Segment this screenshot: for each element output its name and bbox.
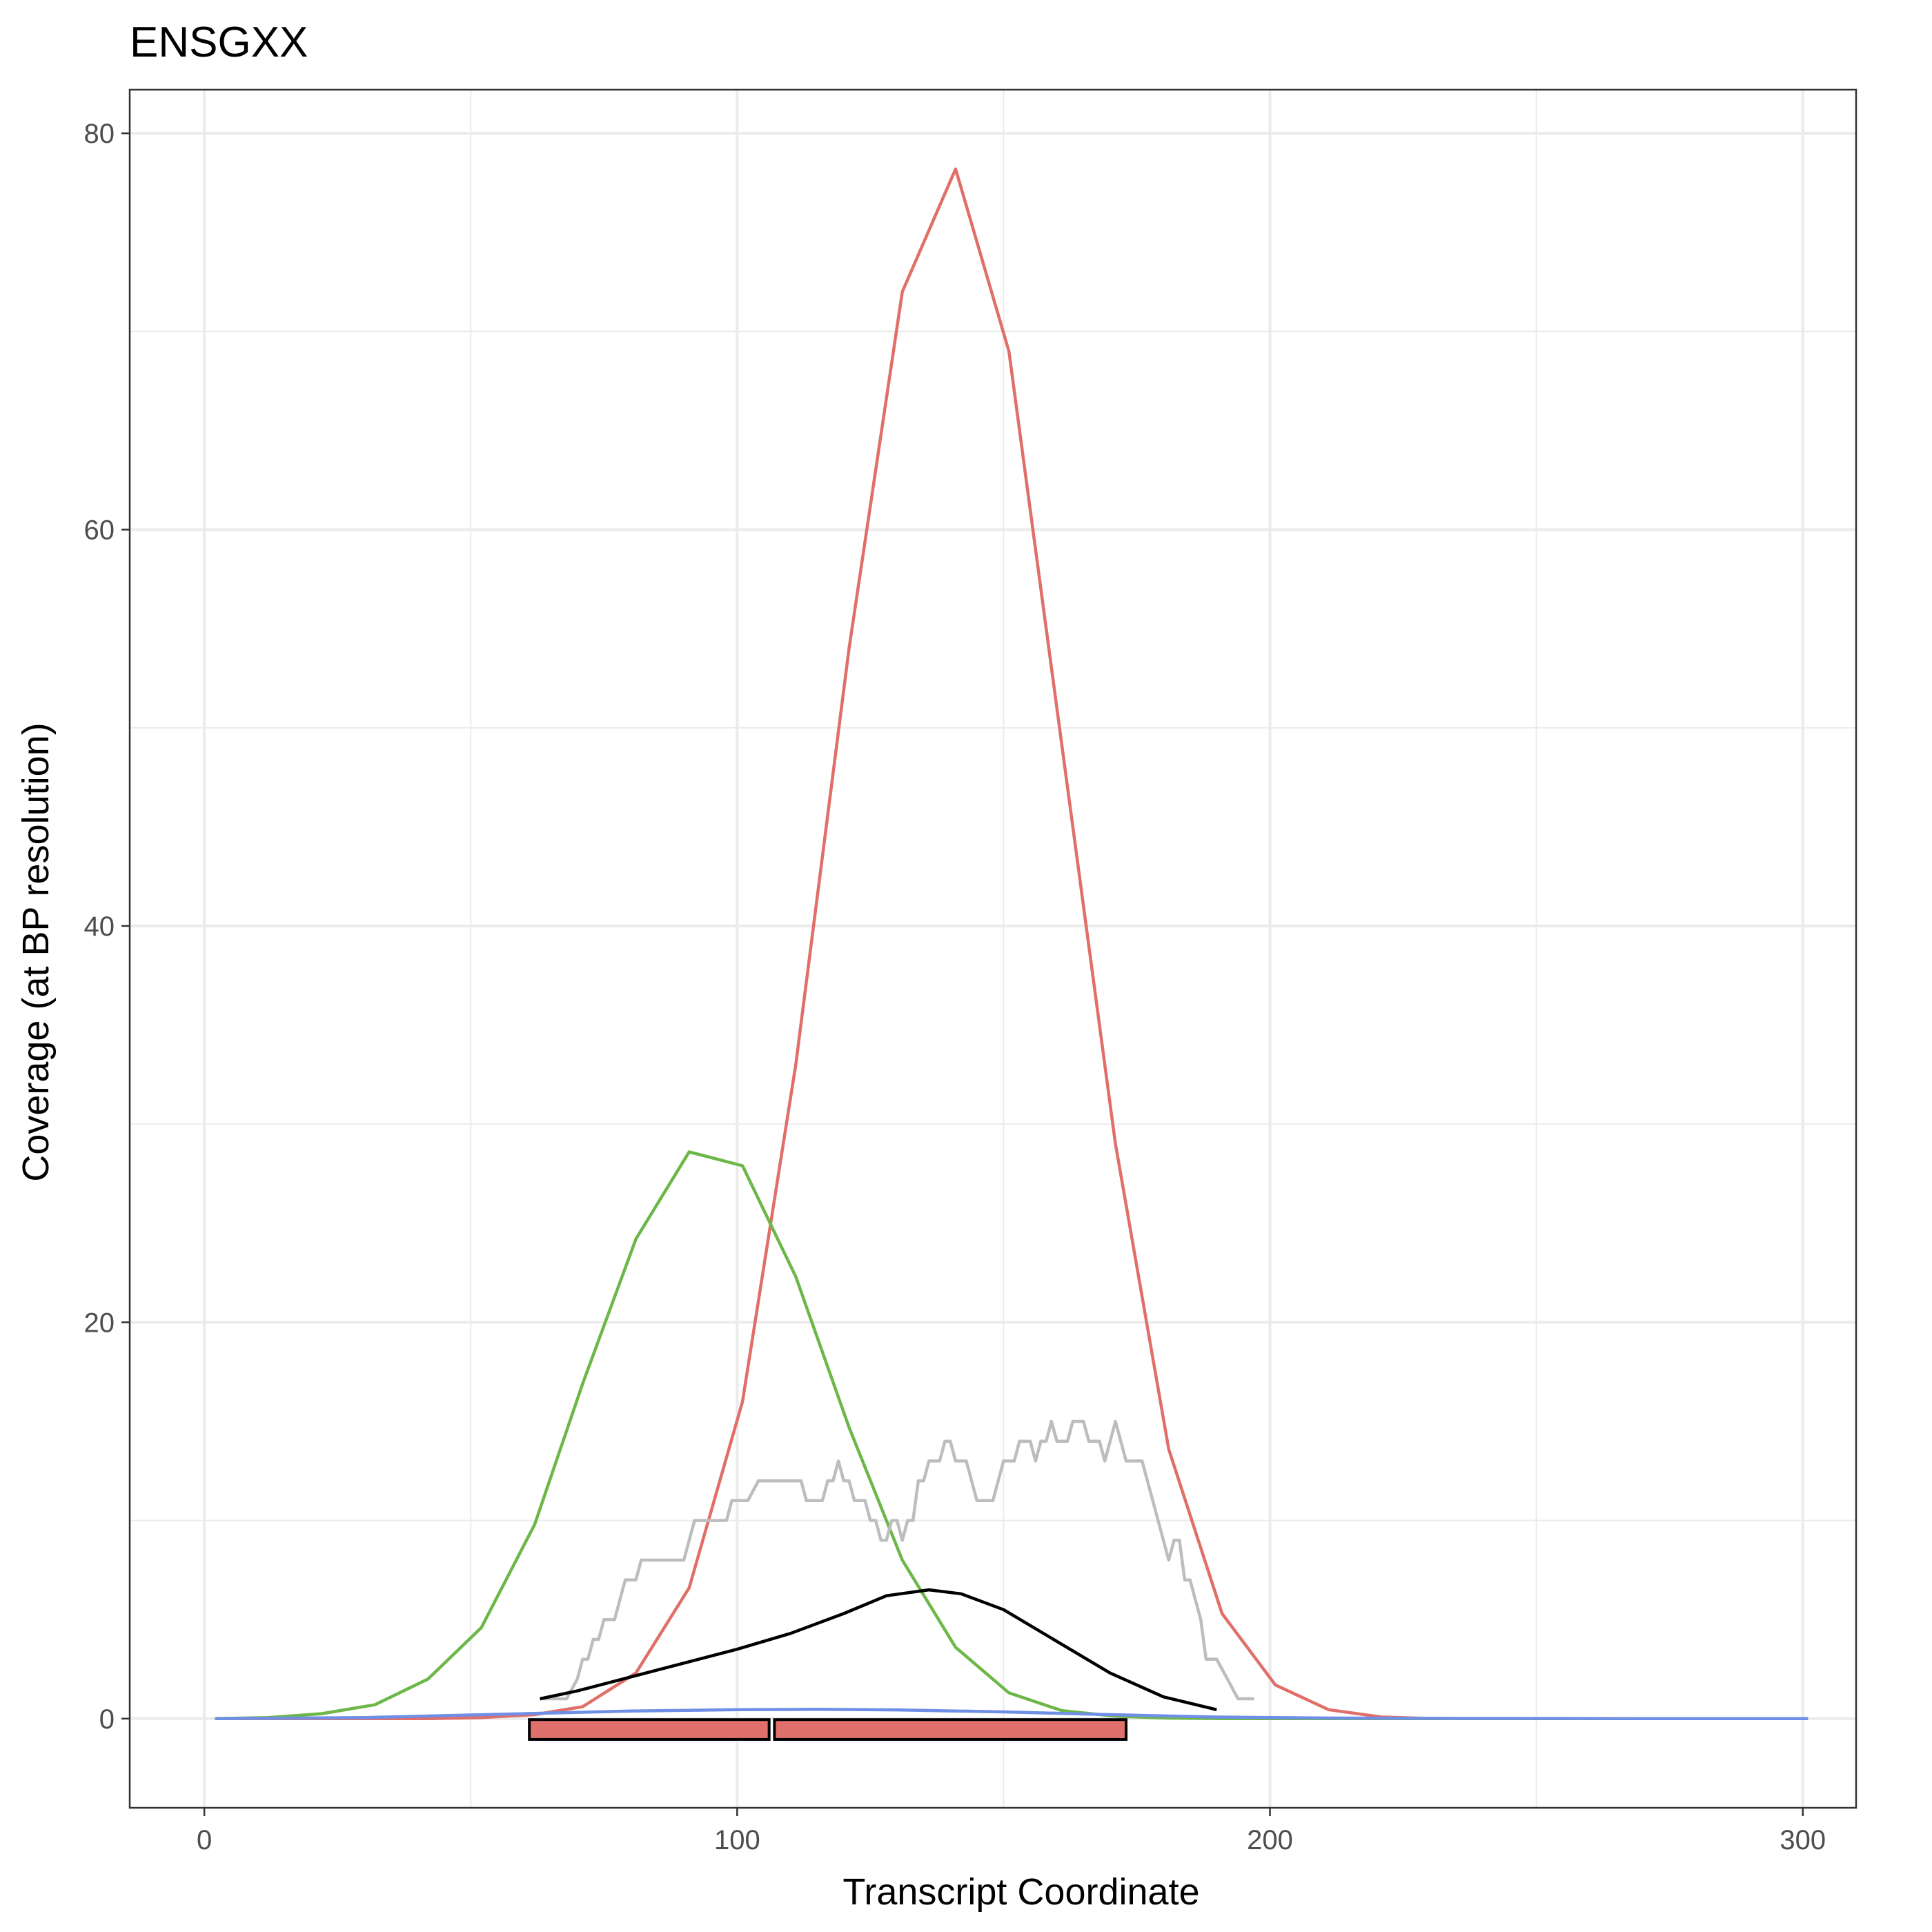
series-lines <box>215 167 1808 1721</box>
y-axis-title: Coverage (at BP resolution) <box>15 722 57 1181</box>
series-line-5 <box>540 1588 1217 1711</box>
grid <box>130 90 1856 1808</box>
y-tick-label: 60 <box>84 515 115 546</box>
y-tick-label: 40 <box>84 911 115 942</box>
series-line-4 <box>540 1419 1254 1701</box>
feature-box <box>528 1718 771 1741</box>
x-tick-label: 100 <box>714 1825 760 1855</box>
x-tick-label: 0 <box>197 1825 212 1855</box>
y-tick-label: 0 <box>99 1704 115 1735</box>
axes: 0 100 200 300 0 20 40 60 80 <box>84 119 1826 1855</box>
series-line-3 <box>215 1708 1808 1721</box>
x-tick-label: 200 <box>1247 1825 1293 1855</box>
chart-title: ENSGXX <box>130 19 308 66</box>
feature-box <box>773 1718 1128 1741</box>
y-tick-label: 20 <box>84 1308 115 1338</box>
panel-border <box>128 88 1857 1809</box>
y-tick-label: 80 <box>84 119 115 149</box>
x-tick-label: 300 <box>1780 1825 1826 1855</box>
x-axis-title: Transcript Coordinate <box>842 1871 1199 1913</box>
feature-boxes <box>528 1718 1128 1741</box>
series-line-2 <box>215 1150 1808 1721</box>
series-line-1 <box>215 167 1808 1721</box>
